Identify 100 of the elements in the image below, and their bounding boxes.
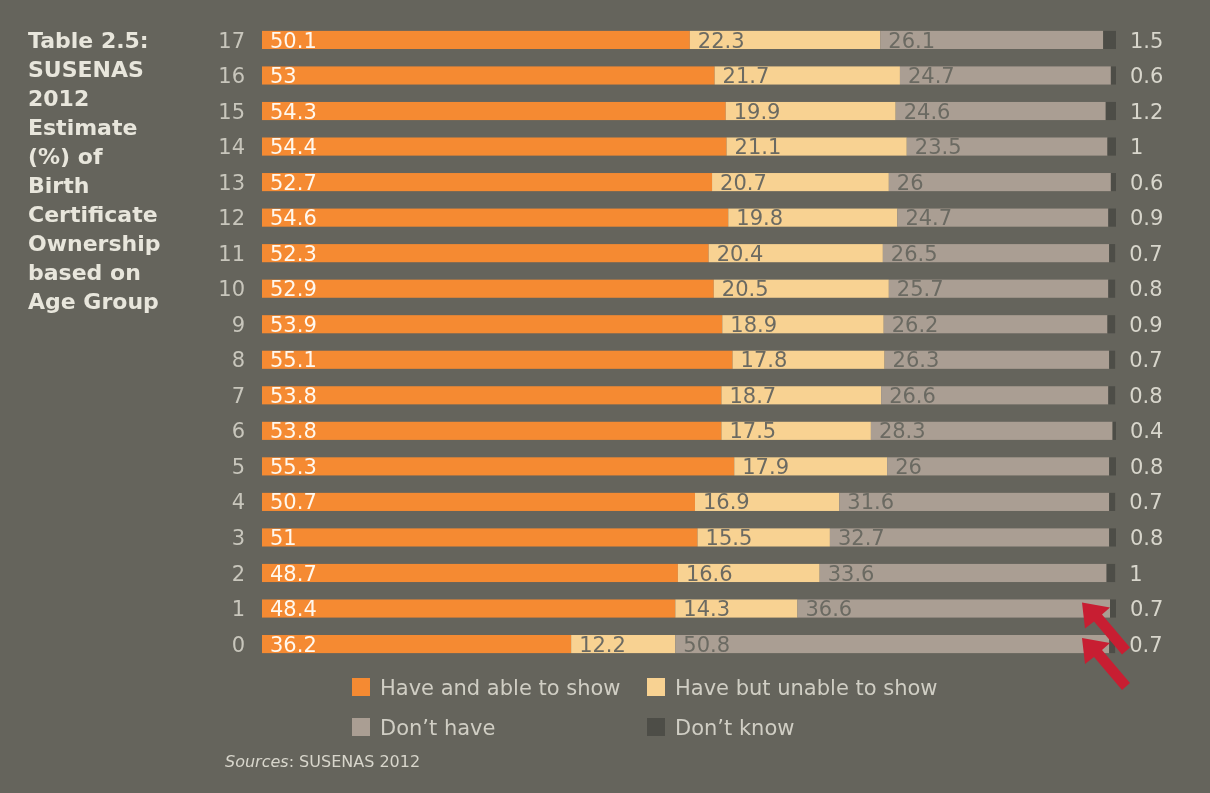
data-label: 0.6 <box>1130 64 1164 89</box>
data-label: 18.7 <box>729 383 777 408</box>
bar <box>897 208 1109 227</box>
bar <box>714 66 900 85</box>
bar <box>1109 492 1116 511</box>
bar <box>1103 30 1116 50</box>
bar <box>899 66 1111 85</box>
bar <box>721 421 871 440</box>
bar <box>262 279 714 298</box>
y-tick-label: 4 <box>231 490 245 515</box>
y-tick-label: 2 <box>231 561 245 586</box>
y-tick-label: 3 <box>231 526 245 551</box>
bar <box>884 350 1110 369</box>
y-tick-label: 1 <box>231 597 245 622</box>
data-label: 28.3 <box>878 419 926 444</box>
bar <box>1110 66 1116 85</box>
bar <box>262 421 722 440</box>
bar <box>880 30 1104 50</box>
data-label: 0.7 <box>1129 490 1163 515</box>
data-label: 26 <box>896 170 924 195</box>
data-label: 1 <box>1129 561 1143 586</box>
bar <box>1109 457 1116 476</box>
y-tick-label: 14 <box>218 135 245 160</box>
source-note: Sources: SUSENAS 2012 <box>225 752 421 771</box>
bar <box>675 599 798 618</box>
bar <box>1105 101 1116 121</box>
legend-label: Have but unable to show <box>675 675 938 700</box>
data-label: 24.6 <box>903 99 951 124</box>
data-label: 55.3 <box>270 454 317 479</box>
data-label: 23.5 <box>914 135 962 160</box>
data-label: 51 <box>270 526 297 551</box>
data-label: 17.5 <box>729 419 777 444</box>
legend-label: Don’t know <box>675 715 795 740</box>
bar <box>1106 563 1116 583</box>
bar <box>882 244 1110 263</box>
y-tick-label: 17 <box>218 28 245 53</box>
data-label: 0.6 <box>1130 170 1164 195</box>
data-label: 53.8 <box>270 383 317 408</box>
data-label: 33.6 <box>827 561 875 586</box>
data-label: 50.7 <box>270 490 317 515</box>
bar <box>262 244 709 263</box>
data-label: 55.1 <box>270 348 317 373</box>
data-label: 54.6 <box>270 206 317 231</box>
bar <box>1110 599 1116 618</box>
data-label: 19.8 <box>736 206 784 231</box>
data-label: 12.2 <box>579 632 626 657</box>
data-label: 26.2 <box>891 312 939 337</box>
data-label: 26.6 <box>889 383 936 408</box>
data-label: 0.4 <box>1130 419 1164 444</box>
data-label: 25.7 <box>896 277 944 302</box>
data-label: 53.8 <box>270 419 317 444</box>
bar <box>713 279 889 298</box>
bar <box>262 563 678 583</box>
bar <box>262 208 729 227</box>
data-label: 14.3 <box>683 597 731 622</box>
data-label: 26.1 <box>888 28 936 53</box>
data-label: 0.9 <box>1129 312 1163 337</box>
data-label: 15.5 <box>705 526 753 551</box>
data-label: 32.7 <box>837 526 885 551</box>
data-label: 24.7 <box>905 206 953 231</box>
bar <box>721 386 882 405</box>
y-tick-label: 8 <box>231 348 245 373</box>
data-label: 0.7 <box>1129 632 1163 657</box>
y-tick-label: 10 <box>218 277 245 302</box>
bar <box>1108 279 1116 298</box>
legend-label: Don’t have <box>380 715 496 740</box>
bar <box>734 457 888 476</box>
bar <box>1109 528 1116 547</box>
data-label: 17.8 <box>740 348 788 373</box>
bar <box>887 457 1110 476</box>
bar <box>262 101 726 121</box>
bar <box>262 599 676 618</box>
legend-label: Have and able to show <box>380 675 621 700</box>
data-label: 26.5 <box>890 241 938 266</box>
y-tick-label: 11 <box>218 241 245 266</box>
data-label: 0.8 <box>1130 454 1164 479</box>
bar <box>262 634 572 654</box>
data-label: 53.9 <box>270 312 317 337</box>
bar <box>1110 173 1116 192</box>
bar <box>829 528 1110 547</box>
data-label: 31.6 <box>847 490 895 515</box>
bar <box>819 563 1107 583</box>
bar <box>262 173 713 192</box>
bar <box>888 279 1109 298</box>
bar <box>262 457 735 476</box>
bar <box>262 315 723 334</box>
data-label: 0.8 <box>1129 383 1163 408</box>
data-label: 48.4 <box>270 597 317 622</box>
y-tick-label: 5 <box>231 454 245 479</box>
data-label: 17.9 <box>742 454 790 479</box>
data-label: 16.9 <box>702 490 750 515</box>
data-label: 50.8 <box>683 632 731 657</box>
data-label: 20.4 <box>716 241 764 266</box>
data-label: 0.7 <box>1129 241 1163 266</box>
bar <box>881 386 1109 405</box>
data-label: 20.7 <box>720 170 767 195</box>
bar <box>1109 350 1116 369</box>
bar <box>697 528 830 547</box>
y-tick-label: 13 <box>218 170 245 195</box>
bar <box>726 137 907 156</box>
